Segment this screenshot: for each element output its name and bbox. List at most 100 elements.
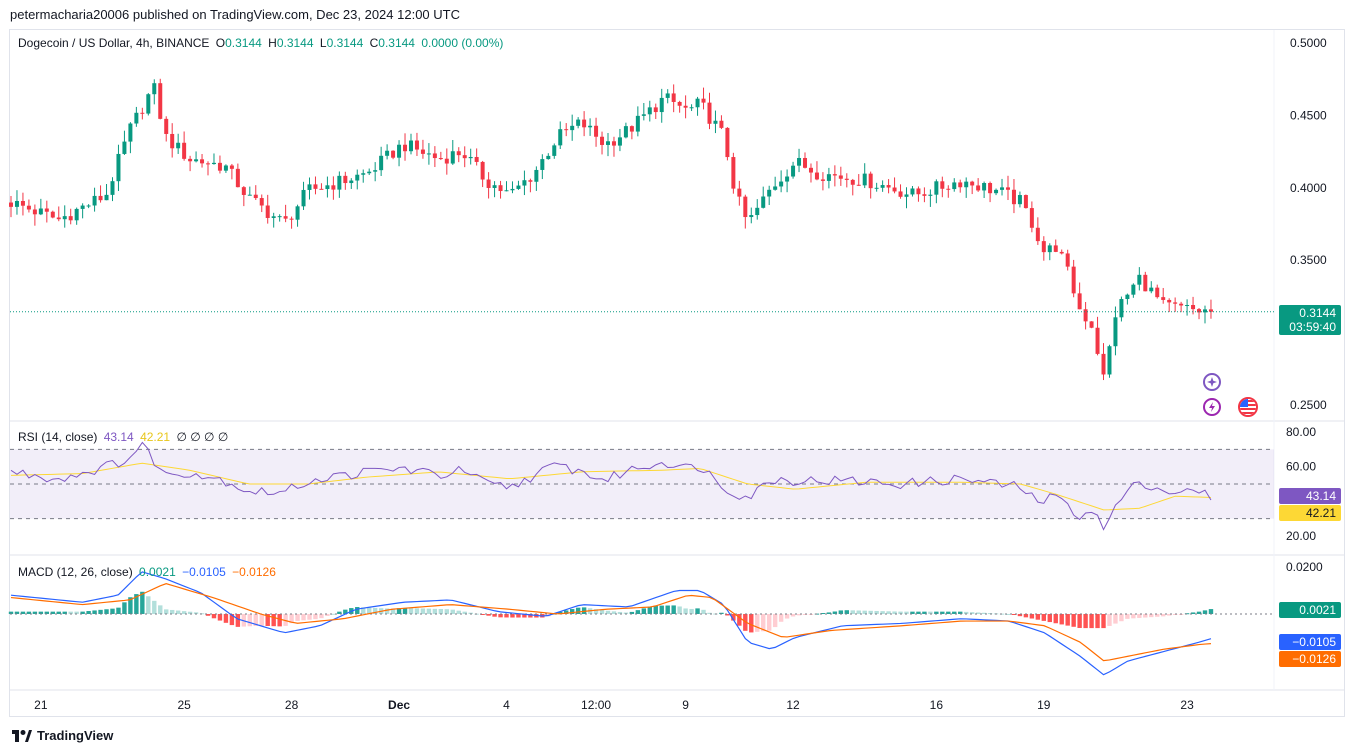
candle <box>188 158 193 162</box>
footer-logo[interactable]: TradingView <box>12 728 113 743</box>
rsi-title[interactable]: RSI (14, close) <box>18 430 98 444</box>
us-flag-icon[interactable] <box>1238 397 1258 417</box>
high-label: H <box>268 36 277 50</box>
candle <box>964 181 969 188</box>
macd-histogram-bar <box>671 605 676 614</box>
macd-histogram-bar <box>164 609 169 614</box>
macd-title[interactable]: MACD (12, 26, close) <box>18 565 133 579</box>
candle <box>725 127 730 158</box>
macd-histogram-bar <box>1166 614 1172 616</box>
macd-histogram-bar <box>104 609 109 614</box>
candle <box>665 93 670 98</box>
candle <box>1137 274 1142 285</box>
candle <box>671 93 676 102</box>
macd-histogram-bar <box>981 612 987 614</box>
macd-histogram-bar <box>140 591 145 614</box>
macd-histogram-bar <box>940 611 945 614</box>
price-tick-label: 0.4500 <box>1290 108 1327 122</box>
candle <box>785 176 790 182</box>
candle <box>235 168 240 188</box>
candle <box>223 165 228 171</box>
macd-histogram-bar <box>1119 614 1124 622</box>
symbol-label[interactable]: Dogecoin / US Dollar, 4h, BINANCE <box>18 36 210 50</box>
candle <box>820 179 825 181</box>
macd-histogram-bar <box>701 609 706 614</box>
macd-histogram-bar <box>1149 614 1154 618</box>
macd-histogram-bar <box>110 608 115 614</box>
macd-histogram-bar <box>116 607 121 614</box>
macd-histogram-bar <box>832 611 838 614</box>
candle <box>1155 287 1160 298</box>
rsi-tick-label: 80.00 <box>1286 425 1316 439</box>
candle <box>26 205 31 210</box>
macd-histogram-bar <box>522 614 527 618</box>
macd-histogram-bar <box>271 614 276 627</box>
macd-histogram-bar <box>50 611 55 614</box>
candle <box>349 180 354 184</box>
macd-histogram-bar <box>205 614 211 616</box>
macd-histogram-bar <box>910 611 915 614</box>
macd-histogram-bar <box>146 596 151 614</box>
ideas-icon[interactable] <box>1203 373 1221 391</box>
macd-histogram-bar <box>922 611 927 614</box>
candle <box>779 181 784 187</box>
change-value: 0.0000 (0.00%) <box>421 36 504 50</box>
candle <box>385 150 390 156</box>
macd-histogram-bar <box>486 614 491 616</box>
macd-histogram-bar <box>761 614 766 632</box>
macd-histogram-bar <box>564 610 569 614</box>
candle <box>403 144 408 152</box>
candle <box>74 208 79 221</box>
macd-histogram-bar <box>152 600 157 614</box>
candle <box>450 151 455 164</box>
candle <box>641 114 646 116</box>
macd-histogram-bar <box>969 612 975 614</box>
macd-histogram-bar <box>1041 614 1047 621</box>
candle <box>546 155 551 160</box>
macd-histogram-bar <box>426 608 432 614</box>
candle <box>474 156 479 162</box>
macd-value: −0.0105 <box>182 565 226 579</box>
lightning-icon[interactable] <box>1203 398 1221 416</box>
price-tick-label: 0.5000 <box>1290 36 1327 50</box>
candle <box>50 211 55 218</box>
candle <box>1191 305 1196 310</box>
candle <box>958 182 963 188</box>
rsi-tick-label: 20.00 <box>1286 529 1316 543</box>
candle <box>1035 227 1040 242</box>
candle <box>492 185 497 188</box>
signal-value: −0.0126 <box>232 565 276 579</box>
macd-histogram-bar <box>26 611 32 614</box>
candle <box>14 200 19 207</box>
candle <box>9 202 13 207</box>
macd-histogram-bar <box>766 614 772 631</box>
candle <box>552 145 557 156</box>
macd-histogram-bar <box>187 611 193 614</box>
candle <box>910 188 915 195</box>
macd-histogram-bar <box>1155 614 1160 617</box>
price-legend: Dogecoin / US Dollar, 4h, BINANCE O0.314… <box>18 36 506 50</box>
macd-histogram-bar <box>56 611 61 614</box>
candle <box>32 209 37 215</box>
low-value: 0.3144 <box>326 36 364 50</box>
candle <box>182 142 187 159</box>
rsi-ma-value: 42.21 <box>140 430 171 444</box>
macd-histogram-bar <box>480 614 485 615</box>
candle <box>277 216 282 218</box>
candle <box>826 174 831 181</box>
macd-histogram-bar <box>468 612 473 614</box>
macd-histogram-bar <box>707 612 712 614</box>
candle <box>952 182 957 190</box>
macd-histogram-bar <box>653 605 658 614</box>
candle <box>355 174 360 181</box>
macd-hist-badge: 0.0021 <box>1279 602 1341 618</box>
candle <box>206 163 211 165</box>
macd-histogram-bar <box>838 610 844 614</box>
macd-histogram-bar <box>743 614 748 631</box>
time-tick-label: 4 <box>503 698 510 712</box>
macd-histogram-bar <box>229 614 235 626</box>
macd-histogram-bar <box>331 613 336 615</box>
candle <box>1203 309 1207 313</box>
candle <box>904 194 909 197</box>
